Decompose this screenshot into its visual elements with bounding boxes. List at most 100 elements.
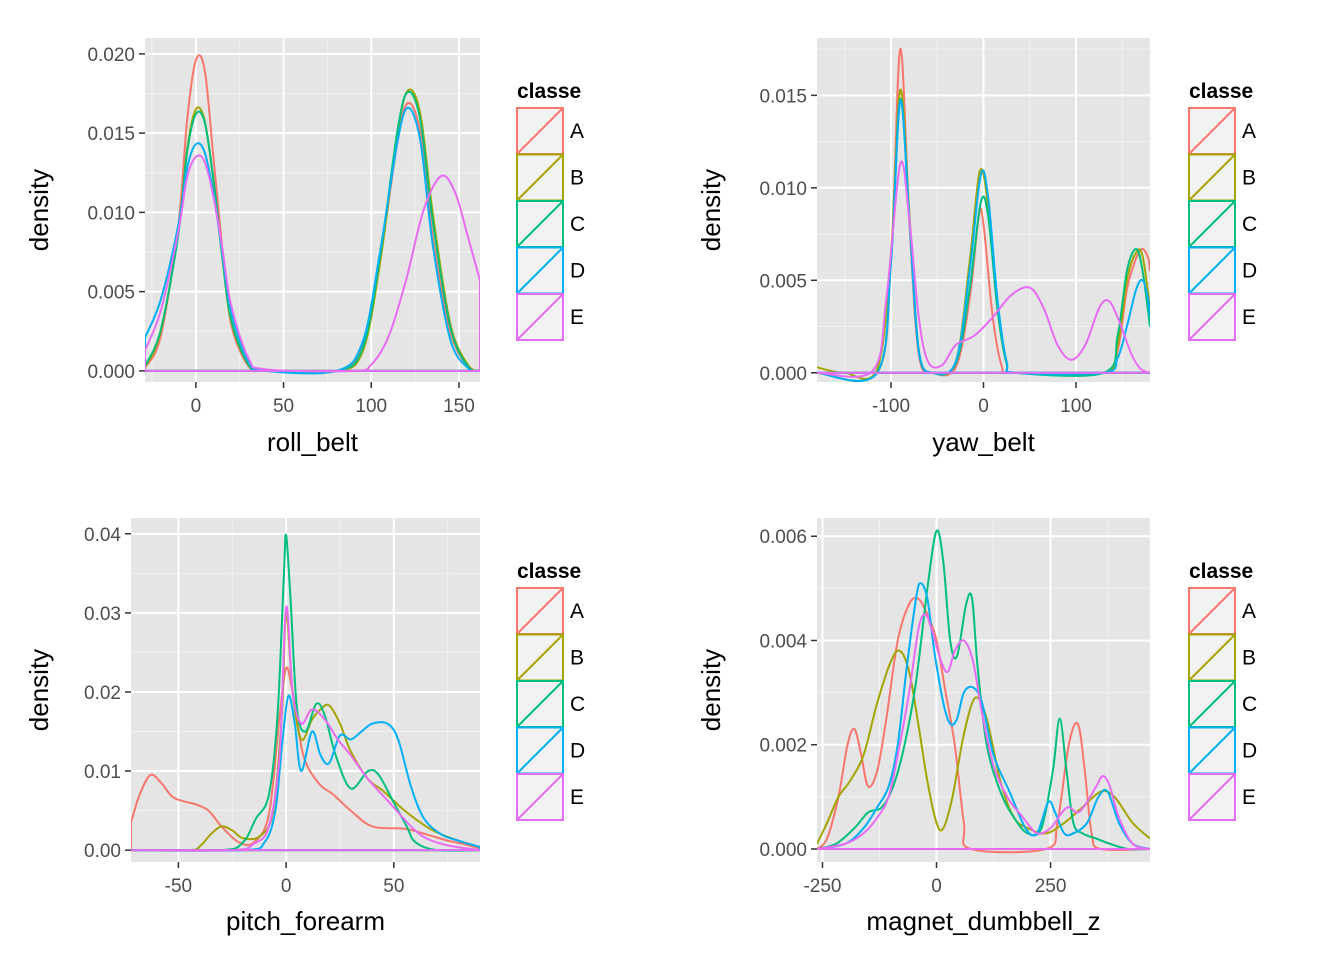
legend-key-A: A [516,107,584,155]
x-tick-label: 0 [978,396,989,417]
legend-diagonal [1189,294,1235,340]
legend-key-E: E [516,293,584,341]
legend-label: A [570,600,584,623]
density-curve-D [145,106,480,375]
legend-diagonal [517,247,563,294]
x-tick-label: 100 [355,396,387,417]
legend-title: classe [1189,560,1253,583]
legend: classe A BC DE [1188,560,1257,821]
legend-label: E [570,786,584,809]
legend-title: classe [517,80,581,103]
legend-key-B: B [1188,633,1256,682]
y-tick-label: 0.000 [759,364,807,385]
legend-diagonal [517,774,563,820]
legend-diagonal [517,588,563,634]
y-tick-label: 0.006 [759,527,807,548]
legend-label: D [1242,740,1257,763]
y-tick-label: 0.04 [84,525,121,546]
y-tick-label: 0.015 [759,86,807,107]
y-axis-title: density [696,649,726,731]
legend-key-D: D [1188,246,1257,295]
density-curve-E [145,154,480,373]
y-axis-title: density [24,649,54,731]
legend: classe A BC DE [516,80,585,341]
legend-key-E: E [516,773,584,821]
legend-key-D: D [516,246,585,295]
y-axis-title: density [696,169,726,251]
legend-key-A: A [1188,107,1256,155]
legend-diagonal [517,727,563,774]
panel-2: -100 0 100 0.000 0.005 0.010 0.015 yaw_belt dens… [696,38,1257,457]
legend-diagonal [517,681,563,727]
legend-diagonal [1189,634,1235,681]
density-curves [817,48,1150,382]
x-tick-label: -250 [803,876,841,897]
legend-label: A [570,120,584,143]
x-tick-label: -50 [165,876,192,897]
y-tick-label: 0.005 [759,271,807,292]
legend-label: D [570,260,585,283]
legend-label: D [1242,260,1257,283]
x-tick-label: 150 [443,396,475,417]
y-tick-label: 0.000 [87,362,135,383]
legend-label: C [1242,693,1257,716]
y-tick-label: 0.02 [84,683,121,704]
legend-label: E [570,306,584,329]
density-curve-E [817,613,1150,850]
legend-diagonal [1189,201,1235,247]
y-tick-label: 0.010 [87,203,135,224]
legend-diagonal [1189,247,1235,294]
panel-4: -250 0 250 0.000 0.002 0.004 0.006 magnet_dumbb… [696,518,1257,936]
y-tick-label: 0.000 [759,840,807,861]
legend: classe A BC DE [1188,80,1257,341]
y-tick-label: 0.002 [759,736,807,757]
x-tick-label: -100 [872,396,910,417]
x-tick-label: 100 [1060,396,1092,417]
x-axis-title: roll_belt [267,427,359,457]
x-tick-label: 0 [931,876,942,897]
x-tick-label: 0 [281,876,292,897]
plot-background [817,518,1150,862]
y-tick-label: 0.03 [84,604,121,625]
legend-label: C [570,693,585,716]
y-tick-label: 0.01 [84,762,121,783]
legend-label: C [1242,213,1257,236]
legend-diagonal [1189,681,1235,727]
legend-key-B: B [1188,153,1256,202]
density-curves [145,54,480,375]
x-axis-title: pitch_forearm [226,906,385,936]
legend-label: B [1242,647,1256,670]
legend-diagonal [1189,588,1235,634]
legend-label: B [570,167,584,190]
legend-label: A [1242,600,1256,623]
y-tick-label: 0.020 [87,45,135,66]
legend: classe A BC DE [516,560,585,821]
y-tick-label: 0.015 [87,124,135,145]
legend-diagonal [517,108,563,154]
y-tick-label: 0.010 [759,179,807,200]
legend-key-A: A [516,587,584,635]
density-curve-E [817,160,1150,378]
legend-diagonal [1189,774,1235,820]
density-curve-B [131,611,480,852]
legend-label: E [1242,786,1256,809]
legend-key-C: C [1188,680,1257,728]
density-curve-E [131,605,480,852]
legend-key-C: C [516,680,585,728]
y-tick-label: 0.004 [759,631,807,652]
legend-diagonal [1189,108,1235,154]
legend-title: classe [1189,80,1253,103]
panel-1: 0 50 100 150 0.000 0.005 0.010 0.015 0.020 roll_b… [24,38,585,457]
panel-3: -50 0 50 0.00 0.01 0.02 0.03 0.04 pitch_forearm d… [24,518,585,936]
legend-diagonal [517,634,563,681]
x-axis-title: magnet_dumbbell_z [866,906,1100,936]
legend-label: A [1242,120,1256,143]
legend-diagonal [517,201,563,247]
legend-key-D: D [1188,726,1257,775]
legend-key-E: E [1188,293,1256,341]
legend-label: E [1242,306,1256,329]
legend-key-D: D [516,726,585,775]
plot-background [131,518,480,862]
legend-label: B [1242,167,1256,190]
